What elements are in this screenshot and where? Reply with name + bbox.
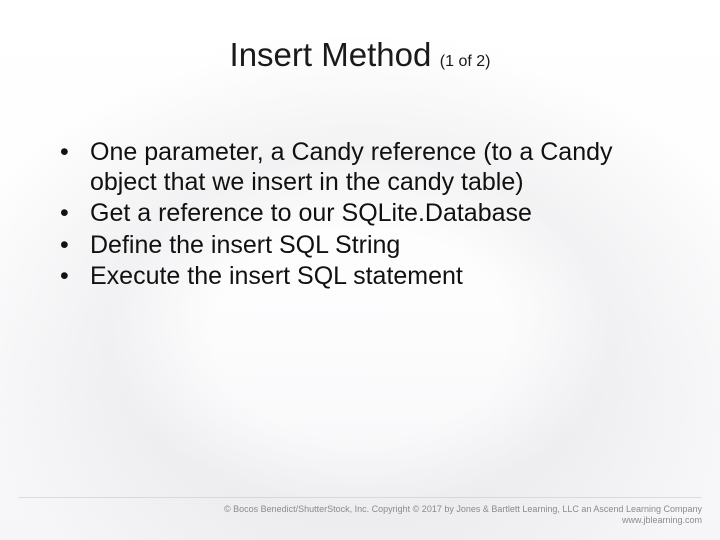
slide: Insert Method (1 of 2) One parameter, a … xyxy=(0,0,720,540)
slide-title-wrap: Insert Method (1 of 2) xyxy=(0,36,720,74)
list-item-text: One parameter, a Candy reference (to a C… xyxy=(90,138,613,196)
list-item: Define the insert SQL String xyxy=(54,231,660,261)
slide-footer: © Bocos Benedict/ShutterStock, Inc. Copy… xyxy=(224,504,702,527)
slide-body: One parameter, a Candy reference (to a C… xyxy=(54,138,660,294)
footer-url: www.jblearning.com xyxy=(224,515,702,526)
list-item-text: Execute the insert SQL statement xyxy=(90,262,463,290)
list-item-text: Get a reference to our SQLite.Database xyxy=(90,199,532,227)
footer-divider xyxy=(18,497,702,498)
list-item: Get a reference to our SQLite.Database xyxy=(54,199,660,229)
list-item: One parameter, a Candy reference (to a C… xyxy=(54,138,660,197)
list-item-text: Define the insert SQL String xyxy=(90,231,400,259)
bullet-list: One parameter, a Candy reference (to a C… xyxy=(54,138,660,292)
list-item: Execute the insert SQL statement xyxy=(54,262,660,292)
copyright-text: © Bocos Benedict/ShutterStock, Inc. Copy… xyxy=(224,504,702,515)
slide-title-pagination: (1 of 2) xyxy=(440,53,491,70)
slide-title: Insert Method xyxy=(230,36,432,73)
